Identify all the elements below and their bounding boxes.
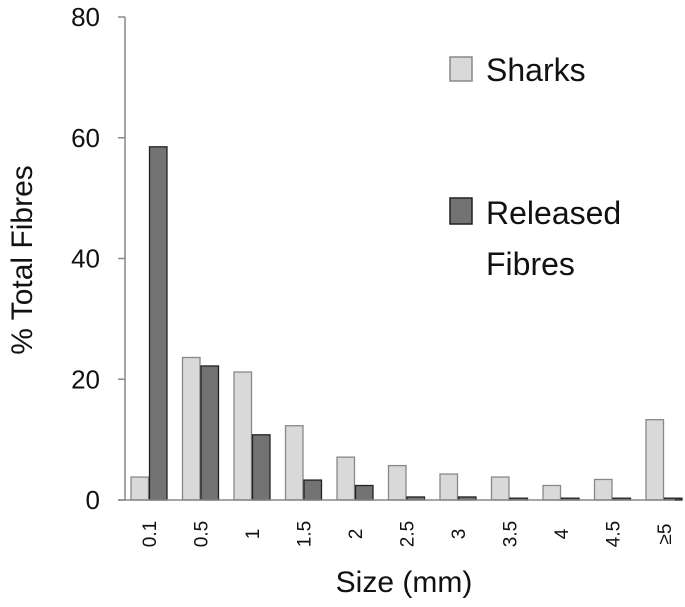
y-tick-label: 20 (71, 364, 100, 394)
x-axis-title: Size (mm) (336, 566, 473, 599)
bar-released-fibres (303, 479, 323, 501)
bar-sharks (130, 476, 150, 501)
bar-sharks (490, 476, 510, 501)
legend-label-sharks: Sharks (486, 52, 586, 88)
x-tick-label: 4.5 (604, 521, 625, 547)
x-tick-label: 1.5 (295, 521, 316, 547)
y-tick-label: 60 (71, 123, 100, 153)
y-tick-label: 40 (71, 244, 100, 274)
bar-sharks (181, 356, 201, 501)
y-tick-label: 0 (86, 485, 100, 515)
x-tick-label: ≥5 (655, 524, 676, 545)
bar-sharks (593, 478, 613, 501)
bar-sharks (645, 419, 665, 501)
bar-sharks (439, 473, 459, 501)
bar-sharks (284, 425, 304, 501)
x-tick-label: 4 (552, 528, 573, 539)
bars-group (130, 146, 683, 501)
bar-released-fibres (148, 146, 168, 501)
y-axis-ticks: 0 20 40 60 80 (71, 2, 125, 515)
x-tick-label: 2.5 (398, 521, 419, 547)
legend-label-released-line1: Released (486, 195, 621, 231)
legend-swatch-released-fibres (449, 197, 473, 225)
bar-sharks (233, 371, 253, 501)
bar-sharks (542, 484, 562, 501)
x-tick-label: 1 (243, 529, 264, 540)
x-tick-label: 2 (346, 529, 367, 540)
x-tick-label: 3.5 (501, 521, 522, 547)
x-tick-label: 0.5 (192, 521, 213, 547)
bar-released-fibres (354, 484, 374, 501)
bar-sharks (336, 456, 356, 501)
bar-released-fibres (251, 434, 271, 501)
bar-released-fibres (200, 365, 220, 501)
y-tick-label: 80 (71, 2, 100, 32)
x-axis-ticks: 0.1 0.5 1 1.5 2 2.5 3 3.5 4 4.5 ≥5 (140, 521, 676, 547)
x-tick-label: 0.1 (140, 521, 161, 547)
bar-sharks (387, 464, 407, 501)
x-tick-label: 3 (449, 529, 470, 540)
y-axis-title: % Total Fibres (6, 165, 39, 355)
legend-swatch-sharks (449, 56, 473, 82)
legend: Sharks Released Fibres (449, 52, 621, 282)
legend-label-released-line2: Fibres (486, 246, 575, 282)
